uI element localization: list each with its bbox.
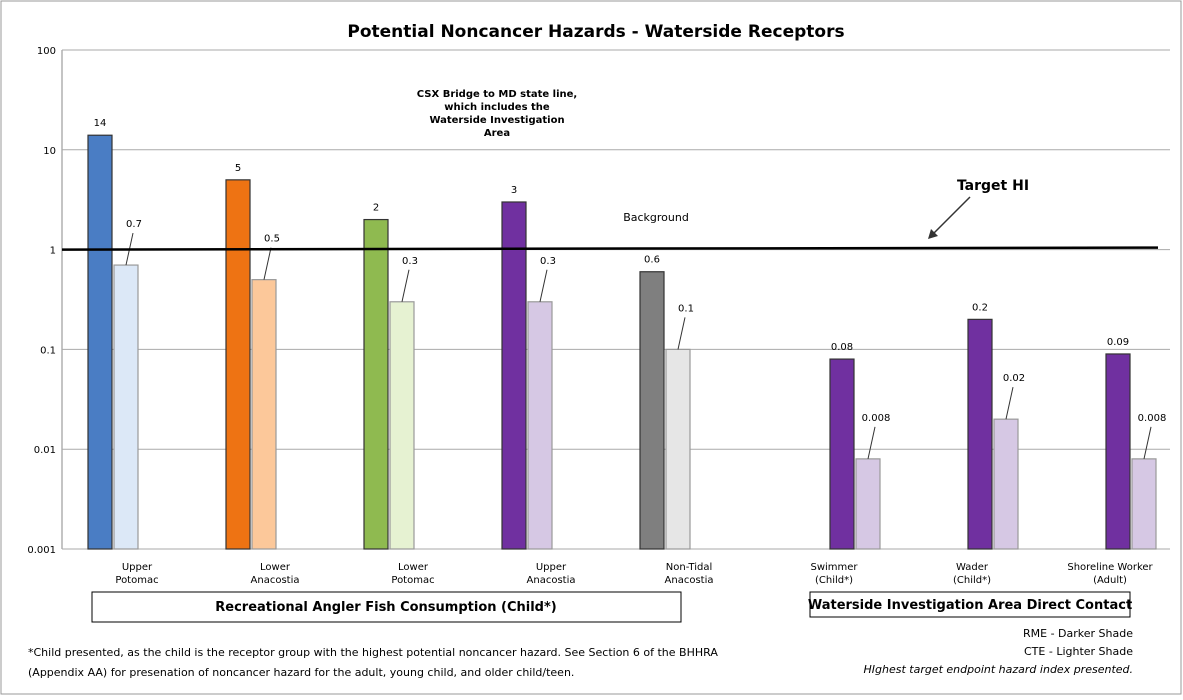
data-label: 5: [235, 163, 241, 174]
data-label: 0.08: [831, 342, 853, 353]
group-label: Waterside Investigation Area Direct Cont…: [808, 598, 1132, 613]
bar: [363, 218, 389, 550]
y-tick-label: 0.1: [40, 345, 56, 356]
bar: [639, 271, 665, 550]
bar: [389, 301, 415, 550]
data-label: 0.5: [264, 234, 280, 245]
bar: [993, 418, 1019, 550]
arrow: [929, 196, 971, 238]
bar: [87, 134, 113, 550]
x-tick-label: Swimmer (Child*): [810, 562, 858, 586]
arrowhead: [928, 229, 938, 239]
bar: [855, 458, 881, 550]
group-label: Recreational Angler Fish Consumption (Ch…: [215, 600, 556, 615]
x-tick-label: Wader (Child*): [953, 562, 991, 586]
group-box: [809, 591, 1131, 618]
bar: [225, 179, 251, 550]
bar: [1131, 458, 1157, 550]
bar: [967, 318, 993, 550]
data-label: 0.09: [1107, 337, 1129, 348]
bar: [251, 279, 277, 550]
data-label: 0.008: [1138, 413, 1167, 424]
chart-title: Potential Noncancer Hazards - Waterside …: [347, 22, 844, 42]
x-tick-label: Non-Tidal Anacostia: [665, 562, 714, 586]
note: CTE - Lighter Shade: [1024, 645, 1133, 658]
data-label: 14: [94, 118, 107, 129]
data-label: 3: [511, 185, 517, 196]
target-line: [61, 246, 1159, 251]
leader-line: [677, 317, 686, 350]
bar: [1105, 353, 1131, 550]
y-tick-label: 1: [50, 246, 56, 257]
data-label: 0.3: [540, 256, 556, 267]
annotation: Background: [623, 211, 689, 224]
data-label: 0.02: [1003, 373, 1025, 384]
leader-line: [1143, 426, 1152, 459]
y-tick-label: 0.01: [34, 445, 56, 456]
leader-line: [539, 269, 548, 302]
group-box: [91, 591, 682, 623]
annotation: Target HI: [957, 178, 1029, 194]
x-tick-label: Upper Potomac: [115, 562, 158, 586]
x-tick-label: Shoreline Worker (Adult): [1067, 562, 1153, 586]
data-label: 0.3: [402, 256, 418, 267]
note: RME - Darker Shade: [1023, 627, 1133, 640]
footnote: (Appendix AA) for presenation of noncanc…: [28, 666, 574, 679]
leader-line: [263, 247, 272, 280]
data-label: 2: [373, 203, 379, 214]
data-label: 0.6: [644, 255, 660, 266]
leader-line: [401, 269, 410, 302]
x-tick-label: Upper Anacostia: [527, 562, 576, 586]
bar: [829, 358, 855, 550]
bar: [113, 264, 139, 550]
x-tick-label: Lower Anacostia: [251, 562, 300, 586]
bar: [527, 301, 553, 550]
data-label: 0.008: [862, 413, 891, 424]
bar: [665, 348, 691, 550]
x-tick-label: Lower Potomac: [391, 562, 434, 586]
leader-line: [1005, 387, 1014, 420]
y-tick-label: 10: [43, 146, 56, 157]
annotation: CSX Bridge to MD state line, which includ…: [417, 89, 577, 139]
data-label: 0.1: [678, 303, 694, 314]
leader-line: [867, 426, 876, 459]
y-tick-label: 0.001: [27, 545, 56, 556]
y-tick-label: 100: [37, 46, 56, 57]
footnote: *Child presented, as the child is the re…: [28, 646, 718, 659]
data-label: 0.2: [972, 302, 988, 313]
note: HIghest target endpoint hazard index pre…: [864, 663, 1134, 676]
bar: [501, 201, 527, 550]
data-label: 0.7: [126, 219, 142, 230]
